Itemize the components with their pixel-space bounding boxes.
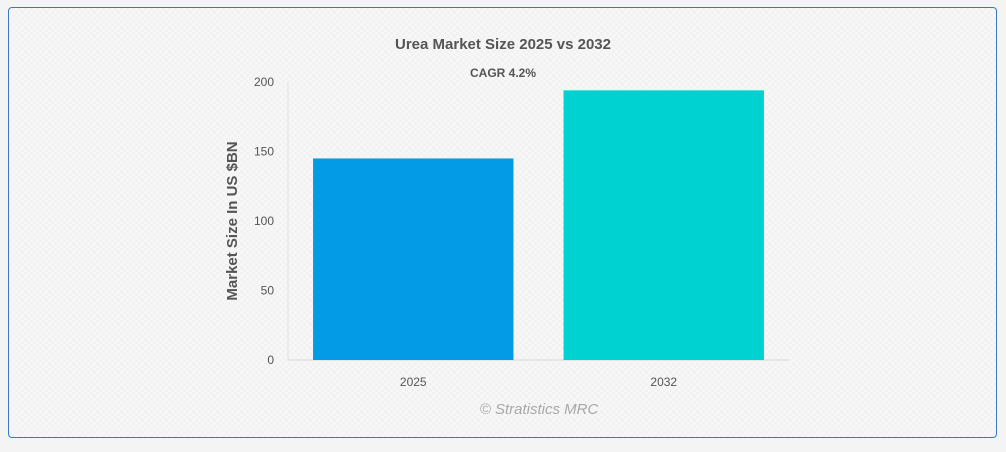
y-axis-label: Market Size In US $BN [224,141,241,300]
y-tick-label: 200 [254,75,274,89]
y-ticks: 0 50 100 150 200 [254,75,274,367]
y-tick-label: 100 [254,214,274,228]
credit-text: © Stratistics MRC [480,401,599,418]
y-tick-label: 50 [261,284,275,298]
chart-subtitle: CAGR 4.2% [470,66,536,80]
chart-title: Urea Market Size 2025 vs 2032 [395,36,611,53]
x-tick-label: 2032 [650,375,677,389]
x-tick-label: 2025 [400,375,427,389]
y-tick-label: 150 [254,145,274,159]
bar-2025 [313,158,514,360]
y-tick-label: 0 [267,353,274,367]
x-ticks: 2025 2032 [400,375,678,389]
bar-2032 [563,90,764,360]
bars [313,90,764,360]
